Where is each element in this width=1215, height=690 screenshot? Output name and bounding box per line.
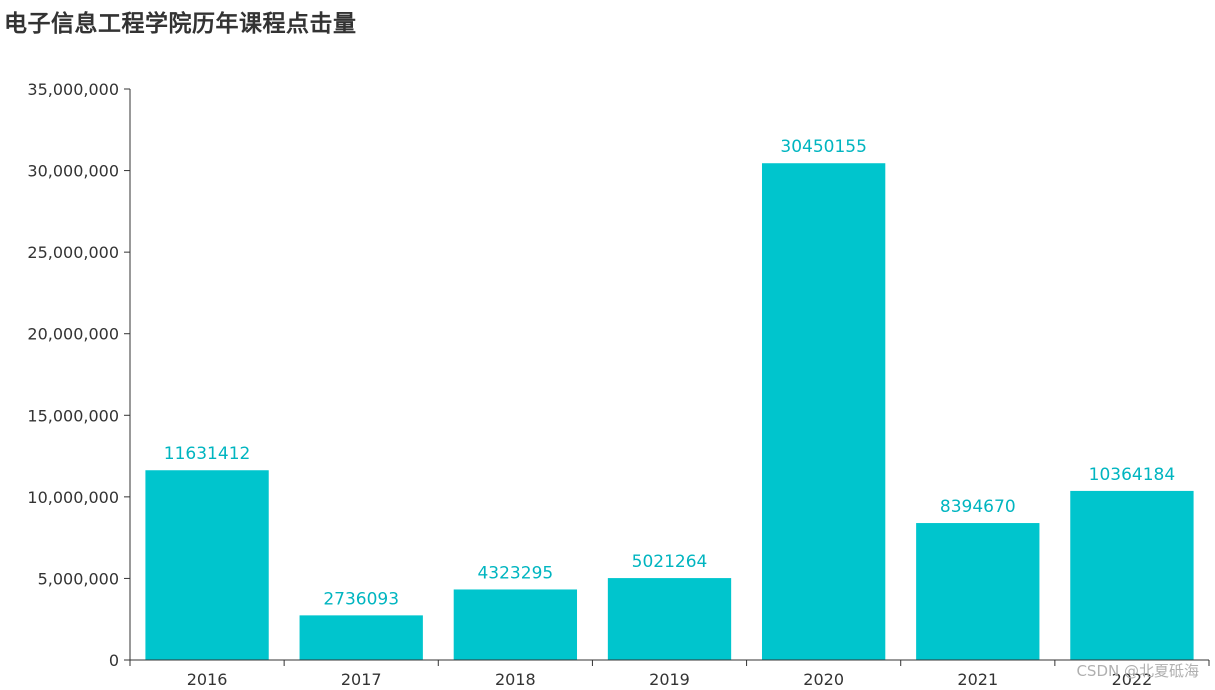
x-tick-label-2016: 2016 [187, 670, 228, 689]
bar-2017 [299, 615, 423, 660]
bar-2018 [453, 589, 578, 660]
data-label-2018: 4323295 [477, 563, 553, 583]
data-label-2019: 5021264 [632, 552, 708, 572]
bar-2022 [1070, 490, 1194, 660]
x-tick-label-2021: 2021 [957, 670, 998, 689]
bar-2020 [761, 163, 886, 660]
y-tick-label-0: 0 [109, 651, 119, 670]
data-label-2020: 30450155 [780, 137, 867, 157]
y-tick-label-4: 20,000,000 [27, 325, 119, 344]
data-label-2016: 11631412 [164, 444, 251, 464]
y-tick-label-2: 10,000,000 [27, 488, 119, 507]
watermark: CSDN @北夏砥海 [1076, 662, 1199, 680]
y-tick-label-6: 30,000,000 [27, 162, 119, 181]
y-tick-label-5: 25,000,000 [27, 243, 119, 262]
x-tick-label-2020: 2020 [803, 670, 844, 689]
x-tick-label-2019: 2019 [649, 670, 690, 689]
x-tick-label-2022: 2022 [1112, 670, 1153, 689]
bar-2019 [607, 578, 732, 660]
x-tick-label-2017: 2017 [341, 670, 382, 689]
data-label-2017: 2736093 [323, 589, 399, 609]
chart-title: 电子信息工程学院历年课程点击量 [4, 11, 357, 37]
bar-2016 [145, 470, 269, 660]
data-label-2022: 10364184 [1089, 465, 1176, 485]
y-tick-label-3: 15,000,000 [27, 406, 119, 425]
data-label-2021: 8394670 [940, 497, 1016, 517]
y-tick-label-1: 5,000,000 [38, 569, 119, 588]
x-tick-label-2018: 2018 [495, 670, 536, 689]
y-tick-label-7: 35,000,000 [27, 80, 119, 99]
bar-2021 [916, 523, 1040, 660]
